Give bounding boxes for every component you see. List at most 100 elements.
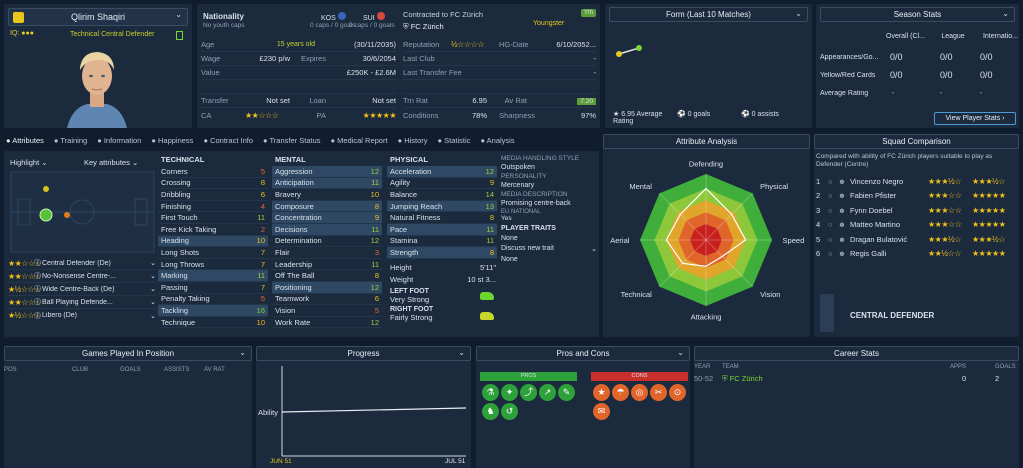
games-played-select[interactable]: Games Played In Position ⌄ [4, 346, 252, 361]
form-select[interactable]: Form (Last 10 Matches) ⌄ [609, 7, 808, 22]
attribute-row[interactable]: Flair 3 [272, 247, 382, 259]
attribute-row[interactable]: Natural Fitness 8 [387, 212, 497, 224]
discuss-trait-select[interactable]: Discuss new trait ⌄ [501, 245, 597, 253]
tab-history[interactable]: ● History [397, 136, 428, 145]
position-row[interactable]: ★½☆☆☆ ⓘ Libero (De) ⌄ [8, 311, 156, 320]
attribute-row[interactable]: Decisions 11 [272, 223, 382, 236]
squad-row[interactable]: 3 ○ ☻ Fynn Doebel ★★★☆☆ ★★★★★ [816, 203, 1016, 218]
attribute-row[interactable]: Jumping Reach 13 [387, 200, 497, 213]
attribute-row[interactable]: Tackling 16 [158, 305, 268, 317]
attribute-row[interactable]: Strength 8 [387, 247, 497, 259]
attribute-row[interactable]: Dribbling 6 [158, 189, 268, 201]
con-icon[interactable]: ◎ [631, 384, 648, 401]
attribute-row[interactable]: Free Kick Taking 2 [158, 224, 268, 236]
attribute-row[interactable]: Finishing 4 [158, 201, 268, 213]
last-club-value: - [593, 54, 597, 63]
attribute-name: Penalty Taking [161, 294, 210, 304]
tab-information[interactable]: ● Information [97, 136, 142, 145]
position-row[interactable]: ★★☆☆☆ ⓘ Central Defender (De) ⌄ [8, 257, 156, 270]
squad-row[interactable]: 4 ○ ☻ Matteo Martino ★★★☆☆ ★★★★★ [816, 218, 1016, 233]
progress-select[interactable]: Progress ⌄ [256, 346, 471, 361]
attribute-value: 7 [260, 247, 265, 257]
squad-ca-stars: ★★★☆☆ [928, 205, 962, 215]
squad-row[interactable]: 5 ○ ☻ Dragan Bulatović ★★★½☆ ★★★½☆ [816, 232, 1016, 247]
attribute-value: 11 [371, 224, 379, 234]
attribute-row[interactable]: Positioning 12 [272, 281, 382, 294]
squad-player-name: Matteo Martino [850, 220, 901, 230]
tab-medical-report[interactable]: ● Medical Report [330, 136, 388, 145]
attribute-row[interactable]: Vision 5 [272, 305, 382, 317]
attribute-name: Determination [275, 236, 322, 246]
tab-transfer-status[interactable]: ● Transfer Status [263, 136, 321, 145]
player-name-select[interactable]: Qlirim Shaqiri ⌄ [8, 8, 188, 26]
nation-kos[interactable]: KOS [321, 12, 346, 22]
attribute-row[interactable]: Long Throws 7 [158, 259, 268, 271]
attribute-row[interactable]: Composure 8 [272, 200, 382, 213]
tab-statistic[interactable]: ● Statistic [437, 136, 471, 145]
attribute-row[interactable]: Leadership 11 [272, 259, 382, 271]
attribute-name: Passing [161, 282, 188, 292]
pro-icon[interactable]: ✎ [558, 384, 575, 401]
con-icon[interactable]: ✂ [650, 384, 667, 401]
con-icon[interactable]: ✉ [593, 403, 610, 420]
attribute-row[interactable]: Balance 14 [387, 189, 497, 201]
attribute-row[interactable]: Off The Ball 8 [272, 270, 382, 282]
pro-icon[interactable]: ⚗ [482, 384, 499, 401]
attribute-row[interactable]: Heading 10 [158, 235, 268, 248]
tab-attributes[interactable]: ● Attributes [6, 136, 44, 145]
con-icon[interactable]: ☂ [612, 384, 629, 401]
attribute-row[interactable]: First Touch 11 [158, 212, 268, 224]
tab-contract-info[interactable]: ● Contract Info [203, 136, 254, 145]
attribute-row[interactable]: Agility 9 [387, 178, 497, 190]
attribute-row[interactable]: Work Rate 12 [272, 317, 382, 329]
attribute-value: 12 [485, 166, 494, 176]
attribute-row[interactable]: Corners 5 [158, 166, 268, 178]
nation-sui[interactable]: SUI [363, 12, 385, 22]
chevron-down-icon: ⌄ [1002, 9, 1009, 18]
attribute-row[interactable]: Anticipation 11 [272, 177, 382, 190]
club-link[interactable]: ⛨ FC Zürich [403, 22, 444, 31]
attribute-row[interactable]: Pace 11 [387, 223, 497, 236]
value-range: £250K - £2.6M [346, 68, 396, 77]
highlight-select[interactable]: Highlight ⌄ [10, 158, 48, 167]
pro-icon[interactable]: ↗ [539, 384, 556, 401]
attribute-row[interactable]: Technique 10 [158, 317, 268, 329]
squad-row[interactable]: 2 ○ ☻ Fabien Pfister ★★★☆☆ ★★★★★ [816, 189, 1016, 204]
attribute-row[interactable]: Crossing 8 [158, 178, 268, 190]
attribute-row[interactable]: Acceleration 12 [387, 166, 497, 178]
tab-training[interactable]: ● Training [53, 136, 88, 145]
view-player-stats-button[interactable]: View Player Stats › [934, 112, 1016, 125]
height-value: 5'11" [479, 263, 496, 273]
attribute-row[interactable]: Passing 7 [158, 282, 268, 294]
attribute-row[interactable]: Determination 12 [272, 236, 382, 248]
squad-row[interactable]: 6 ○ ☻ Regis Galli ★★½☆☆ ★★★★★ [816, 247, 1016, 262]
tab-happiness[interactable]: ● Happiness [151, 136, 194, 145]
position-row[interactable]: ★★☆☆☆ ⓘ No-Nonsense Centre-... ⌄ [8, 270, 156, 283]
pro-icon[interactable]: ↺ [501, 403, 518, 420]
key-attributes-select[interactable]: Key attributes ⌄ [84, 158, 139, 167]
con-icon[interactable]: ★ [593, 384, 610, 401]
pro-icon[interactable]: ♞ [482, 403, 499, 420]
pros-cons-select[interactable]: Pros and Cons ⌄ [476, 346, 690, 361]
attribute-row[interactable]: Stamina 11 [387, 236, 497, 248]
career-row[interactable]: 50-52 ⛨ FC Zürich 0 2 [694, 374, 1000, 383]
season-select[interactable]: Season Stats ⌄ [820, 7, 1015, 22]
squad-row[interactable]: 1 ○ ☻ Vincenzo Negro ★★★½☆ ★★★½☆ [816, 174, 1016, 189]
attribute-row[interactable]: Marking 11 [158, 270, 268, 282]
attribute-row[interactable]: Teamwork 6 [272, 294, 382, 306]
tab-analysis[interactable]: ● Analysis [480, 136, 515, 145]
shortlist-icon[interactable] [176, 31, 183, 40]
position-row[interactable]: ★½☆☆☆ ⓘ Wide Centre-Back (De) ⌄ [8, 283, 156, 296]
con-icon[interactable]: ⊙ [669, 384, 686, 401]
attribute-row[interactable]: Aggression 12 [272, 166, 382, 178]
position-row[interactable]: ★★☆☆☆ ⓘ Ball Playing Defende... ⌄ [8, 296, 156, 309]
attribute-row[interactable]: Bravery 10 [272, 189, 382, 201]
pro-icon[interactable]: ✦ [501, 384, 518, 401]
attribute-name: Corners [161, 166, 188, 176]
contract-badge: Yth [581, 9, 597, 17]
squad-comparison-header: Squad Comparison [814, 134, 1019, 149]
pro-icon[interactable]: ⤴ [520, 384, 537, 401]
attribute-row[interactable]: Concentration 9 [272, 212, 382, 224]
attribute-row[interactable]: Penalty Taking 5 [158, 294, 268, 306]
attribute-row[interactable]: Long Shots 7 [158, 247, 268, 259]
